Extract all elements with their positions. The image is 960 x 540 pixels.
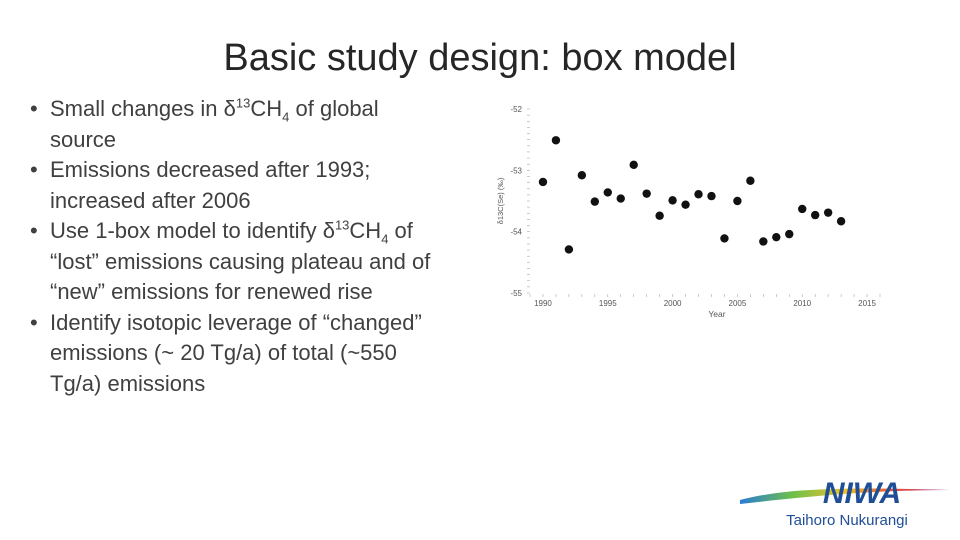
bullet-text: Emissions decreased after 1993; increase… — [50, 157, 371, 213]
data-point — [655, 211, 664, 220]
data-point — [733, 196, 742, 206]
bullet-marker: • — [30, 309, 38, 335]
data-point — [629, 160, 638, 170]
data-point — [590, 197, 600, 206]
data-point — [720, 234, 729, 243]
bullet-marker: • — [30, 218, 38, 243]
bullet-text: 13 — [235, 95, 251, 111]
y-tick-label: -55 — [510, 289, 522, 298]
x-tick-label: 2015 — [858, 299, 876, 308]
data-point — [551, 136, 561, 145]
bullet-text: CH — [349, 218, 382, 243]
data-point — [616, 194, 625, 203]
bullet-text: Identify isotopic leverage of “changed” … — [50, 309, 422, 396]
delta13c-scatter-chart: -52 -53 -54 -55 1990 1995 2000 2005 2010 2015 Year… — [496, 105, 881, 319]
bullet-marker: • — [30, 96, 38, 121]
bullet-text: Small changes in δ — [50, 96, 236, 121]
bullet-item: • Use 1-box model to identify δ13CH4 of “… — [30, 216, 450, 308]
logo-wordmark: NIWA — [823, 477, 901, 510]
logo-swoosh — [740, 488, 950, 504]
data-point — [694, 190, 703, 199]
x-tick-label: 1995 — [599, 299, 617, 308]
data-point — [772, 232, 781, 242]
data-point — [707, 191, 716, 201]
data-point — [785, 229, 794, 239]
bullet-text: 13 — [334, 217, 350, 233]
data-point — [798, 204, 807, 214]
data-point — [759, 237, 768, 246]
x-tick-label: 2005 — [729, 299, 747, 308]
y-tick-label: -53 — [510, 166, 522, 175]
bullet-text: of global source — [50, 96, 379, 152]
bullet-item: • Emissions decreased after 1993; increas… — [30, 155, 450, 216]
x-axis-label: Year — [708, 309, 725, 319]
bullet-text: CH — [250, 96, 283, 121]
x-tick-label: 1990 — [534, 299, 552, 308]
data-point — [668, 196, 677, 205]
data-point — [538, 177, 548, 187]
data-point — [836, 217, 846, 226]
x-tick-label: 2010 — [793, 299, 811, 308]
slide-title: Basic study design: box model — [223, 37, 737, 79]
niwa-logo: NIWA Taihoro Nukurangi — [740, 477, 950, 529]
y-tick-label: -52 — [510, 105, 522, 114]
bullet-text: 4 — [381, 231, 389, 247]
bullet-text: of “lost” emissions causing plateau and … — [50, 218, 431, 304]
bullet-marker: • — [30, 157, 38, 182]
x-tick-label: 2000 — [664, 299, 682, 308]
bullet-text: Use 1-box model to identify δ — [50, 218, 335, 243]
bullet-item: • Identify isotopic leverage of “changed”… — [30, 308, 450, 400]
bullet-list: • Small changes in δ13CH4 of global sourc… — [30, 94, 450, 399]
data-point — [681, 200, 690, 209]
data-point — [823, 208, 833, 217]
data-point — [746, 176, 755, 185]
bullet-text: 4 — [282, 109, 290, 125]
bullet-item: • Small changes in δ13CH4 of global sourc… — [30, 94, 450, 155]
y-tick-label: -54 — [510, 228, 522, 237]
data-point — [603, 188, 612, 197]
y-axis-label: δ13C(Se) (‰) — [496, 177, 505, 224]
logo-tagline: Taihoro Nukurangi — [786, 512, 908, 529]
data-point — [810, 210, 820, 220]
data-point — [564, 245, 574, 254]
data-point — [577, 171, 587, 180]
data-point — [642, 189, 651, 198]
